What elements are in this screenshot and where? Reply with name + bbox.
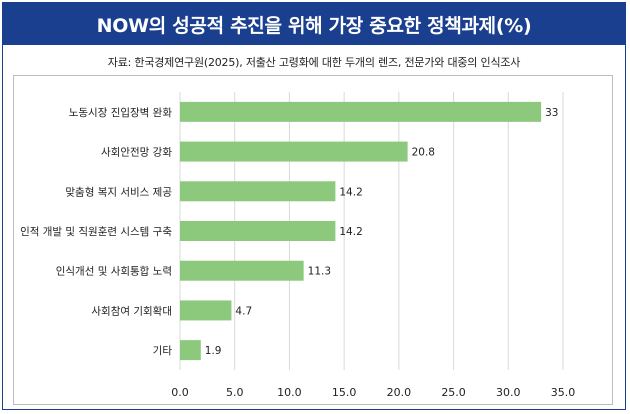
- x-tick-label: 15.0: [332, 386, 357, 399]
- chart-frame: NOW의 성공적 추진을 위해 가장 중요한 정책과제(%) 자료: 한국경제연…: [2, 2, 626, 410]
- category-label: 사회참여 기회확대: [91, 304, 172, 317]
- category-label: 노동시장 진입장벽 완화: [69, 106, 173, 119]
- bar: [180, 300, 232, 321]
- category-label: 사회안전망 강화: [101, 147, 172, 159]
- x-tick-label: 35.0: [551, 386, 576, 399]
- value-label: 4.7: [235, 305, 252, 317]
- bar: [180, 260, 304, 281]
- category-label: 기타: [153, 345, 173, 357]
- value-label: 14.2: [339, 226, 362, 238]
- bar: [180, 101, 542, 122]
- category-label: 인적 개발 및 직원훈련 시스템 구축: [20, 225, 172, 238]
- value-label: 11.3: [308, 266, 331, 278]
- x-tick-label: 20.0: [387, 386, 412, 399]
- chart-source: 자료: 한국경제연구원(2025), 저출산 고령화에 대한 두개의 렌즈, 전…: [107, 56, 521, 69]
- x-tick-label: 30.0: [496, 386, 521, 399]
- chart-title: NOW의 성공적 추진을 위해 가장 중요한 정책과제(%): [3, 3, 625, 45]
- category-label: 맞춤형 복지 서비스 제공: [65, 186, 172, 198]
- value-label: 33: [545, 107, 558, 119]
- value-label: 20.8: [412, 147, 435, 159]
- x-tick-label: 5.0: [226, 386, 244, 399]
- category-label: 인식개선 및 사회통합 노력: [56, 266, 172, 278]
- bar: [180, 340, 201, 361]
- bar: [180, 141, 408, 162]
- plot-area-border: [13, 75, 613, 405]
- value-label: 1.9: [205, 345, 222, 357]
- x-tick-label: 25.0: [441, 386, 466, 399]
- bar: [180, 181, 336, 202]
- bar: [180, 221, 336, 241]
- value-label: 14.2: [339, 186, 362, 198]
- x-tick-label: 10.0: [277, 386, 302, 399]
- x-tick-label: 0.0: [171, 386, 189, 399]
